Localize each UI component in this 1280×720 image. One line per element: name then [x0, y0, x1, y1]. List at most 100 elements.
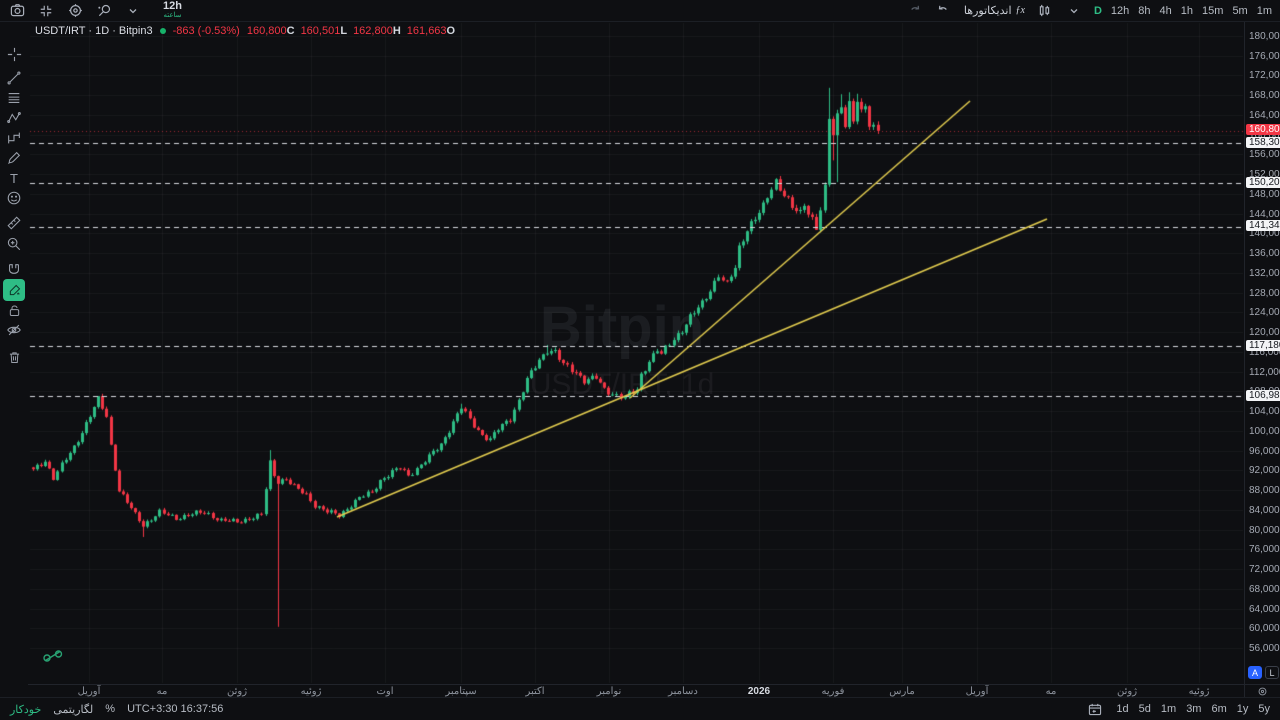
- range-buttons: 1d 5d 1m 3m 6m 1y 5y: [1116, 703, 1270, 715]
- axis-gear-icon[interactable]: [1257, 686, 1268, 697]
- magic-eraser-icon[interactable]: [95, 2, 113, 20]
- range-button-1m[interactable]: 1m: [1160, 703, 1177, 715]
- price-tick-label: 172,000: [1249, 70, 1280, 82]
- screenshot-camera-icon[interactable]: [8, 2, 26, 20]
- remove-drawings-tool[interactable]: [3, 346, 25, 368]
- price-tick-label: 152,000: [1249, 169, 1280, 181]
- text-tool[interactable]: T: [10, 170, 18, 186]
- ohlc-pair-L: 160,501L: [301, 25, 348, 37]
- timezone-clock[interactable]: UTC+3:30 16:37:56: [127, 703, 224, 715]
- pattern-tool[interactable]: [3, 107, 25, 129]
- ohlc-value: 160,800: [246, 25, 287, 37]
- auto-mode-button[interactable]: خودکار: [10, 703, 42, 716]
- interval-button-15m[interactable]: 15m: [1202, 4, 1224, 17]
- interval-button-1h[interactable]: 1h: [1180, 4, 1194, 17]
- percent-button[interactable]: %: [105, 703, 116, 715]
- range-button-3m[interactable]: 3m: [1186, 703, 1202, 715]
- price-tick-label: 156,000: [1249, 149, 1280, 161]
- range-button-5d[interactable]: 5d: [1138, 703, 1151, 715]
- level-price-label: 150,209: [1246, 176, 1280, 188]
- undo-icon[interactable]: [935, 2, 953, 20]
- zoom-in-tool[interactable]: [3, 233, 25, 255]
- interval-buttons: D 12h 8h 4h 1h 15m 5m 1m: [1094, 5, 1272, 17]
- price-tick-label: 176,000: [1249, 50, 1280, 62]
- price-tick-label: 164,000: [1249, 109, 1280, 121]
- price-tick-label: 128,000: [1249, 287, 1280, 299]
- auto-scale-button[interactable]: A: [1248, 666, 1262, 679]
- ohlc-pair-C: 160,800C: [247, 25, 295, 37]
- logarithmic-button[interactable]: لگاریتمی: [53, 703, 94, 716]
- interval-chevron-icon[interactable]: [1065, 2, 1083, 20]
- magnet-tool[interactable]: [3, 259, 25, 281]
- crosshair-tool[interactable]: [3, 43, 25, 65]
- lock-all-tool[interactable]: [3, 299, 25, 321]
- collapse-arrows-icon[interactable]: [37, 2, 55, 20]
- measure-tool[interactable]: [3, 212, 25, 234]
- time-label: ژوئیه: [1188, 686, 1210, 697]
- ohlc-pair-H: 162,800H: [353, 25, 401, 37]
- trend-line-tool[interactable]: [3, 67, 25, 89]
- time-label: آوریل: [77, 686, 101, 697]
- time-label: آوریل: [965, 686, 989, 697]
- price-axis[interactable]: A L 180,000 176,000 172,000 168,000 164,000 1…: [1244, 22, 1280, 684]
- price-tick-label: 116,000: [1249, 346, 1280, 358]
- brush-tool[interactable]: [3, 147, 25, 169]
- fibonacci-tool[interactable]: [3, 87, 25, 109]
- current-interval-display[interactable]: 12h ساعته: [163, 1, 182, 20]
- interval-button-12h[interactable]: 12h: [1110, 4, 1130, 17]
- price-tick-label: 140,000: [1249, 228, 1280, 240]
- time-label: نوامبر: [596, 686, 622, 697]
- drawing-lock-tool[interactable]: [3, 279, 25, 301]
- price-tick-label: 68,000: [1249, 583, 1280, 595]
- price-tick-label: 76,000: [1249, 544, 1280, 556]
- price-axis-buttons: A L: [1248, 666, 1279, 679]
- redo-icon[interactable]: [906, 2, 924, 20]
- settings-gear-icon[interactable]: [66, 2, 84, 20]
- top-toolbar: 12h ساعته اندیکاتورها ƒx D 12h 8h 4h 1h 15m 5m…: [0, 0, 1280, 22]
- time-axis[interactable]: آوریل مه ژوئن ژوئیه اوت سپتامبر اکتبر نوامبر دسا…: [0, 684, 1244, 698]
- interval-button-5m[interactable]: 5m: [1232, 4, 1248, 17]
- time-label: سپتامبر: [445, 686, 477, 697]
- price-tick-label: 56,000: [1249, 643, 1280, 655]
- bottom-toolbar: خودکار لگاریتمی % UTC+3:30 16:37:56 1d 5d…: [0, 697, 1280, 720]
- chart-attribution-logo[interactable]: [42, 648, 64, 668]
- interval-button-D[interactable]: D: [1093, 4, 1102, 17]
- interval-button-8h[interactable]: 8h: [1138, 4, 1151, 17]
- log-scale-button[interactable]: L: [1265, 666, 1279, 679]
- price-tick-label: 124,000: [1249, 307, 1280, 319]
- price-tick-label: 120,000: [1249, 327, 1280, 339]
- goto-date-icon[interactable]: [1088, 703, 1102, 716]
- price-tick-label: 84,000: [1249, 504, 1280, 516]
- ohlc-key: H: [392, 25, 401, 37]
- price-tick-label: 168,000: [1249, 90, 1280, 102]
- time-label: اکتبر: [525, 686, 545, 697]
- ohlc-pair-O: 161,663O: [407, 25, 455, 37]
- price-tick-label: 96,000: [1249, 445, 1280, 457]
- price-tick-label: 104,000: [1249, 406, 1280, 418]
- range-button-6m[interactable]: 6m: [1211, 703, 1227, 715]
- price-tick-label: 180,000: [1249, 31, 1280, 42]
- time-label: دسامبر: [668, 686, 698, 697]
- price-tick-label: 100,000: [1249, 425, 1280, 437]
- ohlc-value: 160,501: [300, 25, 341, 37]
- time-label: مه: [1045, 686, 1057, 697]
- range-button-1y[interactable]: 1y: [1236, 703, 1249, 715]
- hide-drawings-tool[interactable]: [3, 319, 25, 341]
- chart-type-candles-icon[interactable]: [1036, 2, 1054, 20]
- range-button-5y[interactable]: 5y: [1258, 703, 1270, 715]
- price-change: -863 (-0.53%): [172, 25, 240, 37]
- axis-settings-corner: [1244, 684, 1280, 697]
- projection-tool[interactable]: [3, 127, 25, 149]
- chevron-down-icon[interactable]: [124, 2, 142, 20]
- time-label: 2026: [747, 686, 771, 697]
- level-price-label: 117,180: [1246, 339, 1280, 351]
- indicators-button[interactable]: اندیکاتورها ƒx: [964, 4, 1025, 17]
- ohlc-key: L: [340, 25, 348, 37]
- emoji-tool[interactable]: [3, 187, 25, 209]
- interval-button-4h[interactable]: 4h: [1159, 4, 1172, 17]
- interval-button-1m[interactable]: 1m: [1256, 4, 1272, 17]
- price-tick-label: 88,000: [1249, 485, 1280, 497]
- symbol-legend[interactable]: USDT/IRT · 1D · Bitpin3 -863 (-0.53%) 16…: [35, 25, 455, 37]
- range-button-1d[interactable]: 1d: [1116, 703, 1129, 715]
